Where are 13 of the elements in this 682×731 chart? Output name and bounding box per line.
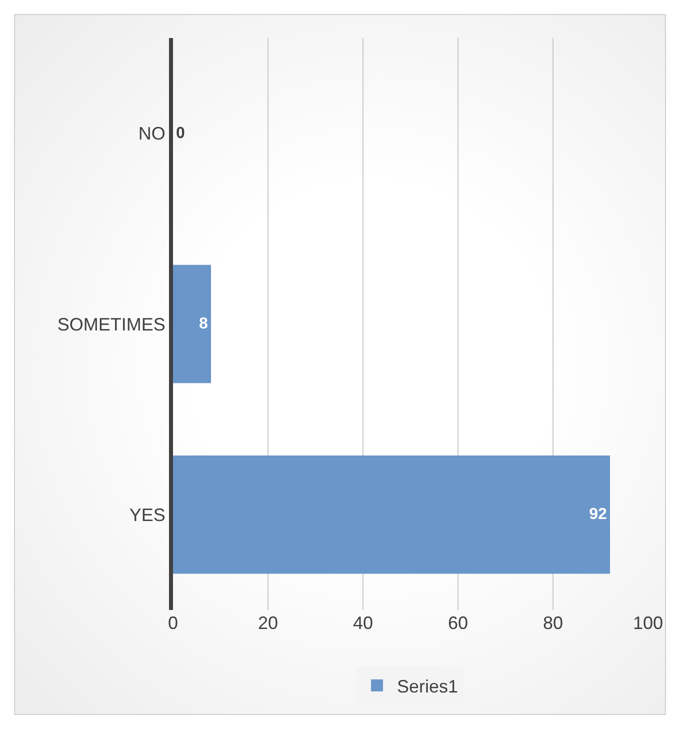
data-label: 92 (589, 506, 607, 524)
y-tick-label: YES (129, 504, 166, 525)
x-tick-label: 60 (448, 613, 468, 633)
x-tick-label: 80 (542, 613, 564, 633)
x-tick-label: 20 (258, 613, 278, 633)
y-tick-label: NO (138, 124, 166, 144)
x-tick-label: 0 (168, 613, 178, 633)
data-label: 0 (176, 124, 185, 142)
x-tick-label: 100 (632, 613, 664, 633)
data-label: 8 (199, 316, 208, 332)
x-tick-label: 40 (352, 613, 374, 633)
legend-label: Series1 (397, 676, 458, 696)
y-tick-label: SOMETIMES (57, 314, 166, 334)
